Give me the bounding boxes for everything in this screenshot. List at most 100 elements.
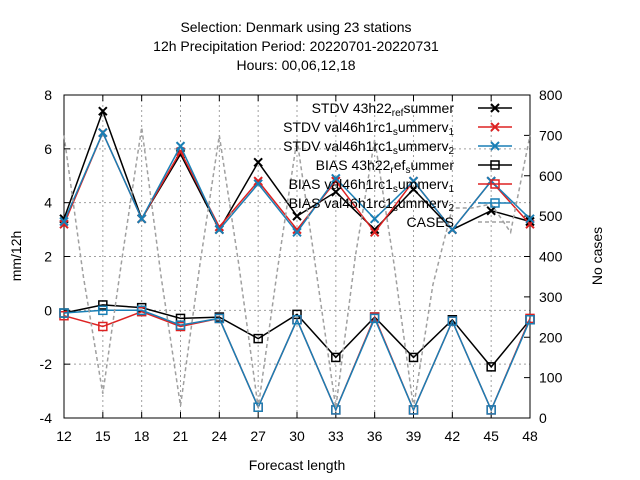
data-point [59, 308, 69, 318]
y2-tick-label: 600 [539, 168, 563, 184]
x-axis-ticks: 12 15 18 21 24 27 30 33 36 39 42 45 48 [56, 95, 538, 444]
x-tick-label: 36 [367, 428, 383, 444]
legend-marker [490, 103, 500, 113]
y2-tick-label: 400 [539, 249, 563, 265]
legend-marker [490, 179, 500, 189]
title-line: Hours: 00,06,12,18 [236, 57, 355, 73]
series-2 [59, 127, 535, 237]
series-group [59, 106, 535, 415]
data-point [447, 316, 458, 326]
x-tick-label: 18 [134, 428, 150, 444]
y-axis-ticks: -4 -2 0 2 4 6 8 [40, 87, 70, 426]
data-point [292, 227, 302, 237]
data-point [447, 224, 458, 235]
y2-tick-label: 100 [539, 370, 563, 386]
legend-marker [490, 122, 500, 132]
data-point [59, 216, 69, 227]
y-tick-label: 4 [44, 195, 52, 211]
y2-tick-label: 700 [539, 127, 563, 143]
title-line: Selection: Denmark using 23 stations [180, 19, 411, 35]
data-point [175, 141, 186, 151]
data-point [408, 352, 419, 363]
data-point [331, 352, 341, 363]
data-point [331, 176, 341, 186]
y-tick-label: 8 [44, 87, 52, 103]
data-point [253, 179, 263, 189]
data-point [292, 211, 302, 221]
x-tick-label: 42 [445, 428, 461, 444]
y2-tick-label: 300 [539, 289, 563, 305]
y-tick-label: 6 [44, 141, 52, 157]
title-line: 12h Precipitation Period: 20220701-20220… [153, 38, 439, 54]
data-point [98, 321, 108, 332]
data-point [136, 305, 147, 316]
data-point [292, 224, 302, 235]
data-point [525, 214, 535, 224]
data-point [486, 362, 496, 372]
data-point [98, 106, 108, 116]
legend-label: BIAS 43h22refsummer [316, 157, 455, 176]
data-point [369, 214, 380, 224]
x-tick-label: 24 [212, 428, 228, 444]
y-tick-label: -4 [40, 410, 53, 426]
y-tick-label: 0 [44, 302, 52, 318]
legend-label: BIAS val46h1rc1summerv1 [289, 176, 455, 195]
grid [64, 95, 530, 418]
series-line [63, 127, 531, 409]
x-tick-label: 33 [328, 428, 344, 444]
legend-marker [490, 160, 500, 170]
x-axis-label: Forecast length [249, 457, 346, 473]
data-point [369, 224, 380, 235]
data-point [214, 313, 225, 324]
data-point [98, 127, 108, 138]
legend-label: CASES [407, 214, 454, 230]
y2-tick-label: 0 [539, 410, 547, 426]
data-point [253, 157, 263, 167]
x-tick-label: 21 [173, 428, 189, 444]
data-point [136, 214, 147, 224]
data-point [486, 206, 496, 216]
data-point [59, 219, 69, 229]
data-point [408, 184, 419, 194]
y-tick-label: -2 [40, 356, 53, 372]
y2-tick-label: 800 [539, 87, 563, 103]
data-point [525, 216, 535, 227]
chart-title: Selection: Denmark using 23 stations 12h … [153, 19, 439, 73]
x-tick-label: 48 [522, 428, 538, 444]
x-tick-label: 45 [483, 428, 499, 444]
legend-label: STDV val46h1rc1summerv1 [283, 119, 454, 138]
data-point [331, 173, 341, 184]
data-point [98, 300, 108, 310]
x-tick-label: 27 [250, 428, 266, 444]
legend-label: STDV 43h22refsummer [312, 100, 455, 119]
y2-tick-label: 200 [539, 329, 563, 345]
data-point [408, 176, 419, 186]
data-point [253, 333, 263, 344]
x-tick-label: 30 [289, 428, 305, 444]
legend-marker [490, 141, 500, 151]
y2-tick-label: 500 [539, 208, 563, 224]
legend-marker [490, 198, 500, 208]
data-point [331, 187, 341, 197]
x-tick-label: 12 [56, 428, 72, 444]
data-point [486, 405, 496, 415]
data-point [525, 315, 535, 325]
x-tick-label: 15 [95, 428, 111, 444]
y2-axis-ticks: 0 100 200 300 400 500 600 700 800 [524, 87, 563, 426]
y2-axis-label: No cases [589, 227, 605, 285]
y-tick-label: 2 [44, 249, 52, 265]
data-point [253, 176, 263, 186]
data-point [369, 227, 380, 237]
data-point [292, 315, 302, 325]
x-tick-label: 39 [406, 428, 422, 444]
series-line [63, 309, 531, 412]
data-point [214, 224, 225, 235]
series-5 [59, 305, 535, 415]
series-6 [63, 127, 531, 409]
legend-label: STDV val46h1rc1summerv2 [283, 138, 454, 157]
y-axis-label: mm/12h [8, 231, 24, 282]
data-point [98, 305, 108, 316]
data-point [369, 313, 380, 324]
